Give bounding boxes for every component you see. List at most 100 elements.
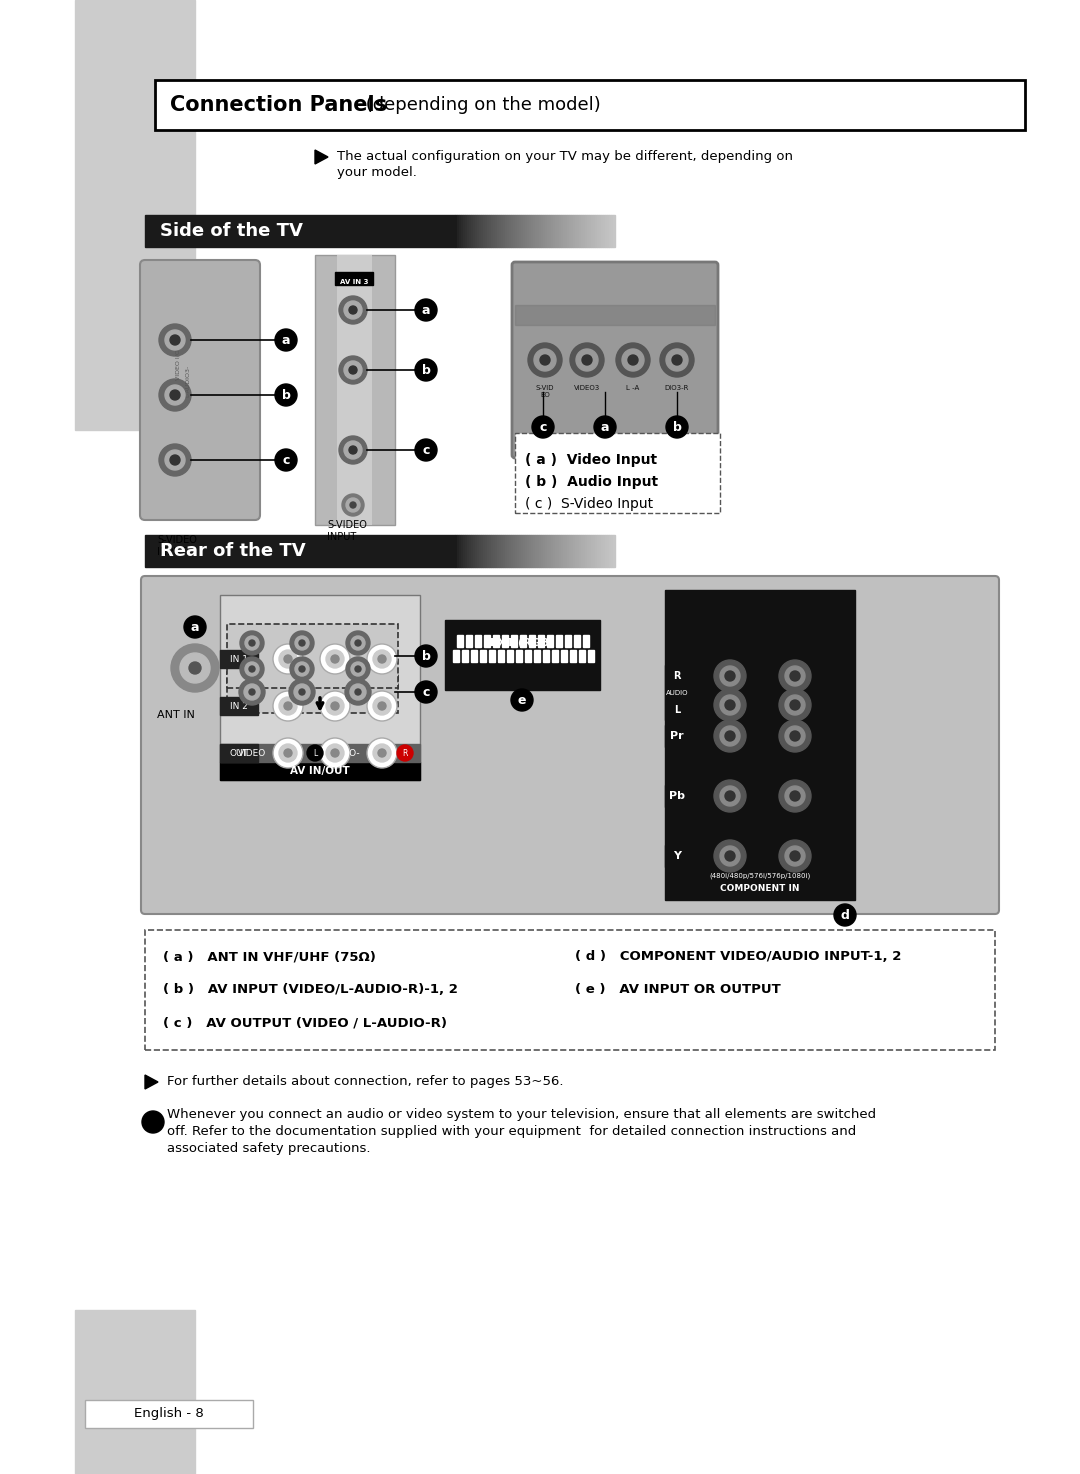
Bar <box>517 215 519 248</box>
Bar <box>515 535 517 567</box>
Bar <box>595 535 597 567</box>
Circle shape <box>275 450 297 472</box>
Circle shape <box>295 635 309 650</box>
Bar <box>613 215 615 248</box>
Circle shape <box>326 650 345 668</box>
Bar <box>453 650 459 662</box>
Bar <box>581 535 583 567</box>
Circle shape <box>785 727 805 746</box>
Bar <box>527 215 529 248</box>
Circle shape <box>660 343 694 377</box>
Circle shape <box>789 792 800 800</box>
Circle shape <box>714 840 746 873</box>
Text: a: a <box>422 304 430 317</box>
Bar <box>605 215 607 248</box>
Bar <box>573 535 575 567</box>
Circle shape <box>170 391 180 399</box>
Circle shape <box>165 450 185 470</box>
Bar <box>335 273 373 284</box>
Circle shape <box>275 385 297 405</box>
Text: IN 2: IN 2 <box>230 702 248 710</box>
Circle shape <box>373 697 391 715</box>
Circle shape <box>239 680 265 705</box>
Circle shape <box>326 697 345 715</box>
Bar <box>445 621 600 690</box>
Bar <box>465 635 472 647</box>
Text: d: d <box>840 908 850 921</box>
Bar <box>497 215 499 248</box>
Circle shape <box>373 744 391 762</box>
Bar <box>569 535 571 567</box>
Bar <box>539 535 541 567</box>
Circle shape <box>779 660 811 691</box>
Circle shape <box>170 335 180 345</box>
Circle shape <box>720 786 740 806</box>
Circle shape <box>294 684 310 700</box>
Bar <box>475 535 477 567</box>
Bar <box>495 535 497 567</box>
Bar <box>579 215 581 248</box>
Bar <box>549 215 551 248</box>
Bar <box>471 650 477 662</box>
Circle shape <box>594 416 616 438</box>
Circle shape <box>725 792 735 800</box>
Text: COMPONENT IN: COMPONENT IN <box>720 883 800 892</box>
Circle shape <box>789 700 800 710</box>
Bar <box>503 215 505 248</box>
Bar <box>492 215 495 248</box>
Bar <box>457 535 459 567</box>
Bar <box>462 650 468 662</box>
Circle shape <box>244 684 260 700</box>
Text: ( c )   AV OUTPUT (VIDEO / L-AUDIO-R): ( c ) AV OUTPUT (VIDEO / L-AUDIO-R) <box>163 1016 447 1029</box>
Circle shape <box>320 691 350 721</box>
Circle shape <box>249 688 255 696</box>
Bar <box>588 535 589 567</box>
Bar <box>220 744 420 762</box>
Circle shape <box>240 657 264 681</box>
FancyBboxPatch shape <box>512 262 718 458</box>
Bar <box>492 535 495 567</box>
Bar <box>523 215 525 248</box>
Circle shape <box>273 691 303 721</box>
Bar <box>517 535 519 567</box>
Circle shape <box>576 349 598 371</box>
Circle shape <box>570 343 604 377</box>
Circle shape <box>249 640 255 646</box>
Bar <box>557 215 559 248</box>
Bar <box>516 650 522 662</box>
Circle shape <box>330 702 339 710</box>
Bar <box>543 650 549 662</box>
Text: b: b <box>673 420 681 433</box>
Circle shape <box>165 385 185 405</box>
Bar <box>527 535 529 567</box>
Bar <box>585 215 588 248</box>
Bar <box>567 535 569 567</box>
Circle shape <box>350 503 356 509</box>
Bar <box>559 215 561 248</box>
Bar <box>498 650 504 662</box>
Circle shape <box>725 850 735 861</box>
Bar <box>539 215 541 248</box>
Bar <box>569 215 571 248</box>
Bar <box>484 635 490 647</box>
Bar <box>513 215 515 248</box>
Circle shape <box>714 688 746 721</box>
Bar <box>541 535 543 567</box>
Text: c: c <box>422 444 430 457</box>
Circle shape <box>245 662 259 677</box>
Circle shape <box>666 349 688 371</box>
Text: Connection Panels: Connection Panels <box>170 94 387 115</box>
Bar <box>565 215 567 248</box>
Bar <box>563 535 565 567</box>
Bar <box>481 215 483 248</box>
Text: The actual configuration on your TV may be different, depending on: The actual configuration on your TV may … <box>337 150 793 164</box>
Text: 2: 2 <box>792 859 798 870</box>
Bar <box>501 215 503 248</box>
Bar <box>538 635 544 647</box>
Bar <box>220 650 258 668</box>
Bar <box>521 535 523 567</box>
Circle shape <box>171 644 219 691</box>
Bar <box>220 744 258 762</box>
Bar <box>551 215 553 248</box>
Circle shape <box>165 330 185 349</box>
